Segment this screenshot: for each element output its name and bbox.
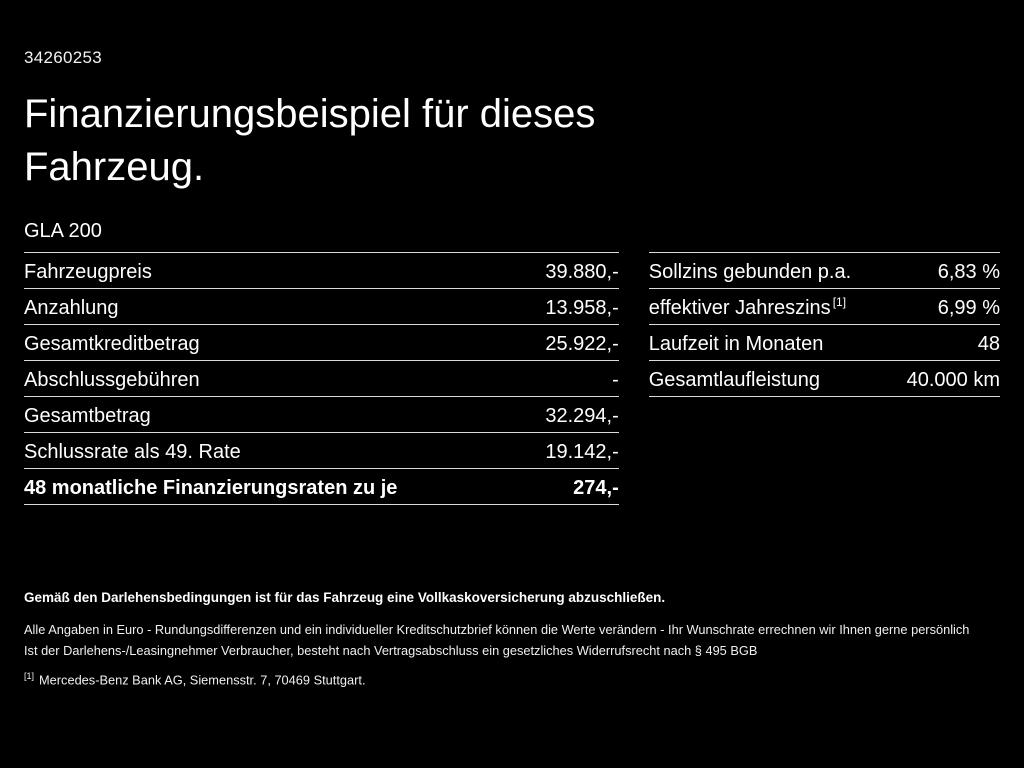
row-label: Fahrzeugpreis [24, 261, 152, 283]
row-value: 25.922,- [545, 333, 619, 355]
table-row: Sollzins gebunden p.a. 6,83 % [648, 252, 1000, 288]
disclaimer-line-1: Alle Angaben in Euro - Rundungsdifferenz… [24, 622, 970, 637]
row-label: 48 monatliche Finanzierungsraten zu je [24, 477, 398, 499]
row-value: 48 [977, 333, 1000, 355]
row-value: 6,83 % [937, 261, 1000, 283]
row-label: Gesamtlaufleistung [648, 369, 820, 391]
row-value: 19.142,- [545, 441, 619, 463]
row-value: - [612, 369, 619, 391]
legal-footer: Gemäß den Darlehensbedingungen ist für d… [24, 590, 1000, 687]
conditions-table: Sollzins gebunden p.a. 6,83 % effektiver… [648, 252, 1000, 397]
row-value: 39.880,- [545, 261, 619, 283]
row-label: Gesamtkreditbetrag [24, 333, 200, 355]
table-row: effektiver Jahreszins [1] 6,99 % [648, 288, 1000, 324]
bank-footnote: [1] Mercedes-Benz Bank AG, Siemensstr. 7,… [24, 671, 1000, 687]
footnote-marker: [1] [24, 671, 35, 681]
vehicle-model: GLA 200 [24, 220, 102, 242]
table-row: Gesamtkreditbetrag 25.922,- [24, 324, 619, 360]
row-label: Schlussrate als 49. Rate [24, 441, 241, 463]
table-row: Gesamtlaufleistung 40.000 km [648, 360, 1000, 396]
table-row-monthly-rate: 48 monatliche Finanzierungsraten zu je 2… [24, 468, 619, 504]
row-value: 274,- [573, 477, 619, 499]
footnote-reference: [1] [832, 295, 847, 310]
row-label: Anzahlung [24, 297, 119, 319]
table-row: Laufzeit in Monaten 48 [648, 324, 1000, 360]
row-value: 40.000 km [906, 369, 1000, 391]
table-row: Abschlussgebühren - [24, 360, 619, 396]
tables-container: Fahrzeugpreis 39.880,- Anzahlung 13.958,… [24, 252, 1000, 505]
row-label: Sollzins gebunden p.a. [648, 261, 852, 283]
footnote-text: Mercedes-Benz Bank AG, Siemensstr. 7, 70… [39, 672, 366, 688]
row-label: Gesamtbetrag [24, 405, 151, 427]
row-label: Abschlussgebühren [24, 369, 200, 391]
table-row: Anzahlung 13.958,- [24, 288, 619, 324]
row-value: 32.294,- [545, 405, 619, 427]
row-label: effektiver Jahreszins [1] [648, 295, 847, 319]
page-title: Finanzierungsbeispiel für dieses Fahrzeu… [24, 92, 596, 189]
insurance-note: Gemäß den Darlehensbedingungen ist für d… [24, 590, 666, 605]
table-row: Fahrzeugpreis 39.880,- [24, 252, 619, 288]
reference-number: 34260253 [24, 48, 103, 67]
row-value: 13.958,- [545, 297, 619, 319]
row-label: Laufzeit in Monaten [648, 333, 824, 355]
disclaimer-line-2: Ist der Darlehens-/Leasingnehmer Verbrau… [24, 643, 758, 658]
row-value: 6,99 % [937, 297, 1000, 319]
financing-table: Fahrzeugpreis 39.880,- Anzahlung 13.958,… [24, 252, 619, 505]
table-row: Gesamtbetrag 32.294,- [24, 396, 619, 432]
table-row: Schlussrate als 49. Rate 19.142,- [24, 432, 619, 468]
